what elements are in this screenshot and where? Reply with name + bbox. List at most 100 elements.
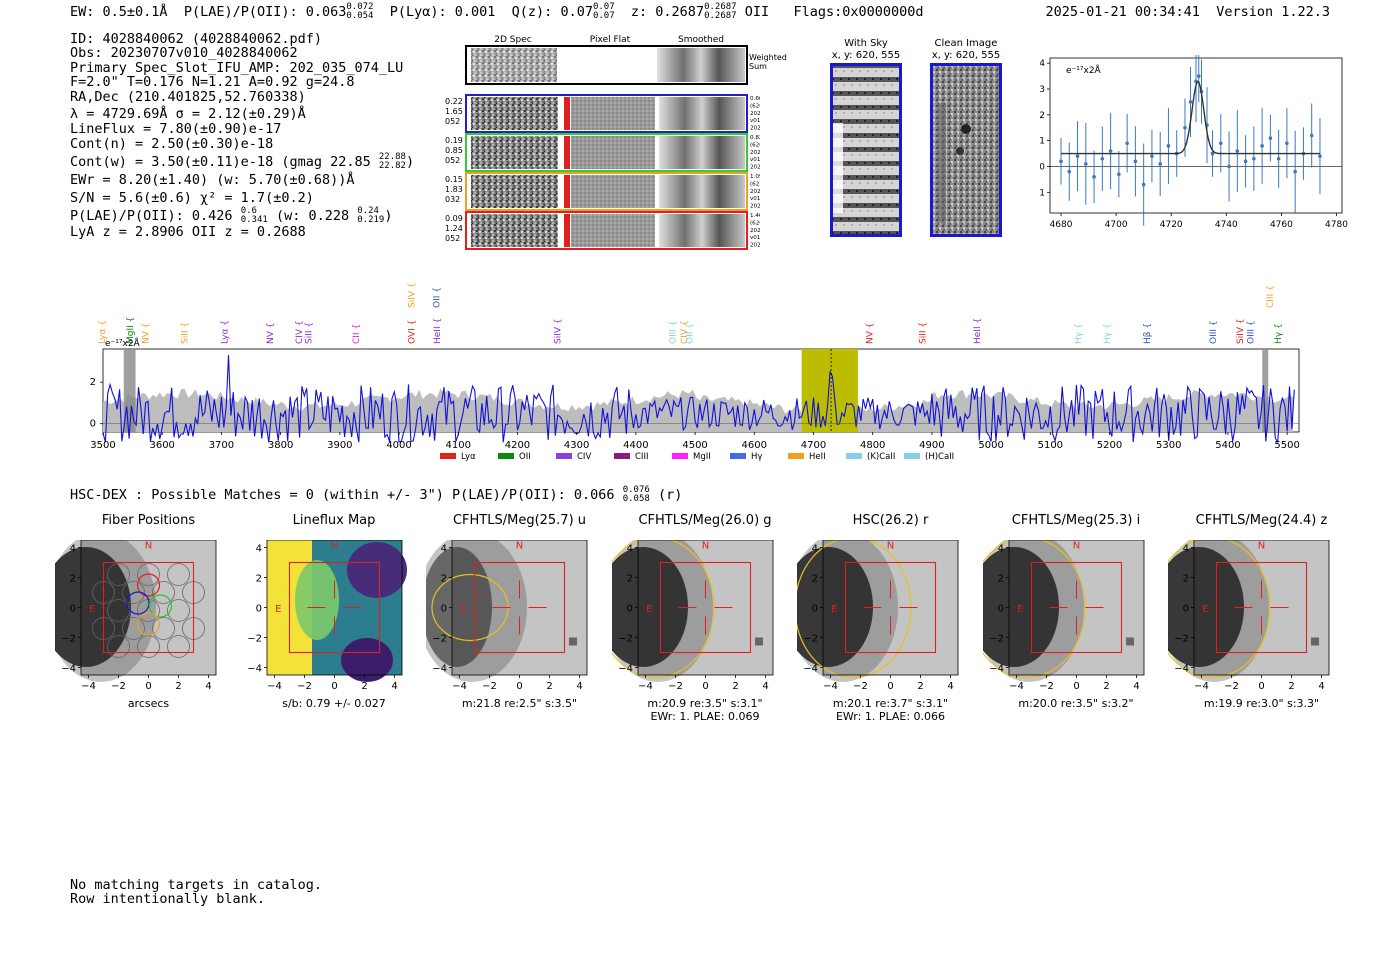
spec2d-flat: [571, 214, 655, 247]
panel-ytick-label: 4: [812, 544, 818, 555]
panel-ytick-label: 2: [997, 574, 1003, 585]
panel-xtick-label: −2: [297, 681, 312, 692]
spectrum-line-label: OIII {: [669, 320, 679, 344]
panel-xtick-label: −2: [1224, 681, 1239, 692]
legend-label: Lyα: [461, 452, 476, 462]
legend-swatch: [556, 453, 572, 459]
spec2d-smoothed: [659, 175, 745, 208]
galaxy-core: [797, 547, 873, 667]
panel-ytick-label: −2: [803, 634, 818, 645]
search-box: [102, 561, 195, 654]
spec2d-left-label: 0.09: [445, 214, 463, 223]
fiber-circle: [107, 635, 130, 658]
spec2d-right-label: 20230707: [750, 111, 760, 117]
zoom-xtick-label: 4760: [1270, 220, 1293, 230]
spec2d-flag-strip: [564, 97, 570, 130]
panel-ytick-label: 0: [441, 604, 447, 615]
spec2d-smoothed: [659, 136, 745, 169]
spec2d-right-label: 202_LU_061: [750, 243, 760, 249]
panel-ytick-label: 4: [1183, 544, 1189, 555]
panel-ytick-label: 2: [441, 574, 447, 585]
star-blob: [1125, 637, 1134, 646]
spec2d-left-label: 1.65: [445, 107, 463, 116]
spec2d-flat: [571, 97, 655, 130]
observation-id: Obs: 20230707v010_4028840062: [70, 45, 298, 61]
panel-xtick-label: 0: [1073, 681, 1079, 692]
search-box: [288, 561, 380, 654]
qz-hi: 0.07: [592, 2, 615, 12]
fiber-blue: [126, 591, 150, 615]
panel-ytick-label: 0: [255, 604, 261, 615]
ew-value: EW: 0.5±0.1Å: [70, 4, 168, 20]
spectrum-line-highlight: [801, 349, 858, 432]
galaxy-halo: [55, 540, 156, 682]
panel-title: CFHTLS/Meg(24.4) z: [1195, 513, 1328, 528]
fiber-green: [148, 594, 173, 618]
panel-ytick-label: 4: [997, 544, 1003, 555]
spectrum-line-label: HeII {: [973, 318, 983, 344]
spectrum-line-label: SiII {: [918, 322, 928, 344]
fiber-orange: [136, 612, 161, 636]
spectrum-line-label: Hγ {: [1274, 323, 1284, 344]
spec2d-flat: [571, 136, 655, 169]
zoom-point: [1268, 136, 1273, 140]
zoom-xtick-label: 4680: [1050, 220, 1073, 230]
spec2d-left-label: 1.83: [445, 185, 463, 194]
panel-caption: m:20.9 re:3.5" s:3.1": [647, 697, 763, 710]
spectrum-xtick-label: 5100: [1038, 440, 1063, 451]
spectrum-line-label: OIII {: [1209, 320, 1219, 344]
panel-ytick-label: 0: [626, 604, 632, 615]
galaxy-halo: [982, 540, 1084, 682]
galaxy-halo: [1168, 540, 1269, 682]
spectrum-line-label: Lyα {: [220, 320, 230, 344]
spec2d-smoothed: [659, 214, 745, 247]
panel-xtick-label: −2: [853, 681, 868, 692]
cutout-panel: N E 4 2 0 −2 −4 −4 −2 0 2 4: [55, 540, 217, 692]
panel-caption: arcsecs: [127, 697, 170, 710]
zoom-point: [1188, 100, 1193, 104]
zoom-point: [1108, 149, 1113, 153]
sn-chi2: S/N = 5.6(±0.6) χ² = 1.7(±0.2): [70, 190, 314, 206]
north-label: N: [145, 540, 152, 551]
cutout-panel: N E 4 2 0 −2 −4 −4 −2 0 2 4: [1168, 540, 1330, 692]
spec2d-left-label: 032: [445, 195, 460, 204]
spec2d-separator: [656, 175, 658, 208]
plae-ratio-lo: 0.341: [240, 215, 268, 225]
hsc-matches: HSC-DEX : Possible Matches = 0 (within +…: [70, 486, 682, 504]
footer-line-2: Row intentionally blank.: [70, 891, 266, 907]
plae-w-text: (w: 0.228: [275, 208, 350, 224]
fiber-circle: [152, 581, 175, 604]
zoom-ytick-label: 2: [1040, 111, 1045, 121]
clean-title-text: Clean Image: [934, 38, 998, 49]
panel-xtick-label: 0: [887, 681, 893, 692]
z-value: z: 0.2687: [630, 4, 705, 20]
cont-w: Cont(w) = 3.50(±0.11)e-18 (gmag 22.85 22…: [70, 152, 415, 171]
panel-ytick-label: 0: [1183, 604, 1189, 615]
matches-text: HSC-DEX : Possible Matches = 0 (within +…: [70, 487, 615, 503]
panel-xtick-label: −4: [1009, 681, 1024, 692]
spectrum-line-label: NV {: [866, 323, 876, 344]
panel-xtick-label: −2: [482, 681, 497, 692]
matches-lo: 0.058: [622, 494, 650, 504]
spectrum-line-label: CIV {: [680, 320, 690, 344]
spec2d-left-label: 0.15: [445, 175, 463, 184]
zoom-ytick-label: 4: [1040, 59, 1045, 69]
galaxy-core: [1168, 547, 1244, 667]
panel-ytick-label: 0: [70, 604, 76, 615]
spectrum-line-label: Hβ {: [1143, 323, 1153, 344]
search-box: [1215, 561, 1308, 654]
plae-text: P(LAE)/P(OII): 0.426: [70, 208, 233, 224]
fiber-circle: [122, 581, 145, 604]
datetime: 2025-01-21 00:34:41: [1045, 4, 1200, 20]
spec2d-left-label: 0.19: [445, 136, 463, 145]
lambda-sigma: λ = 4729.69Å σ = 2.12(±0.29)Å: [70, 106, 306, 122]
cutout-panel: N E 4 2 0 −2 −4 −4 −2 0 2 4: [247, 540, 407, 692]
spec2d-right-label: v010_03: [750, 235, 760, 241]
line-flux: LineFlux = 7.80(±0.90)e-17: [70, 121, 282, 137]
clean-cutout: [930, 63, 1002, 237]
panel-ytick-label: 2: [1183, 574, 1189, 585]
panel-xtick-label: 0: [702, 681, 708, 692]
spec2d-right-label: 20230707: [750, 150, 760, 156]
plae-hi: 0.072: [346, 2, 374, 12]
